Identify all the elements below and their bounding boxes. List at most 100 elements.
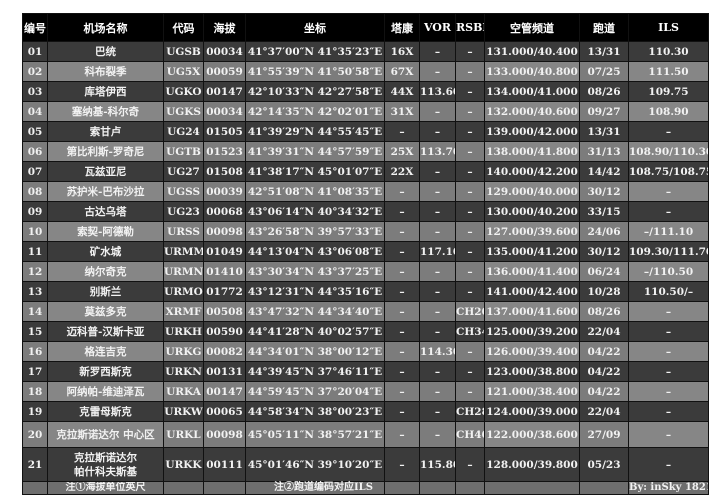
- cell-vor: –: [419, 41, 456, 62]
- cell-ils: 109.75: [628, 81, 709, 102]
- cell-icao-code: UGTB: [163, 141, 204, 162]
- cell-rsbn: –: [455, 221, 485, 242]
- header-atc-frequency: 空管频道: [484, 13, 580, 42]
- cell-rsbn: CH20: [455, 301, 485, 322]
- footer-row: 注①海拔单位英尺 注②跑道编码对应ILS By: inSky 1821: [22, 481, 709, 495]
- cell-tacan: –: [384, 321, 420, 342]
- cell-altitude: 00059: [203, 61, 246, 82]
- cell-icao-code: UGSB: [163, 41, 204, 62]
- cell-rsbn: –: [455, 121, 485, 142]
- cell-rsbn: –: [455, 241, 485, 262]
- cell-ils: –: [628, 201, 709, 222]
- cell-id: 11: [22, 241, 48, 262]
- cell-atc-frequency: 138.000/41.800: [484, 141, 580, 162]
- cell-airport-name: 古达乌塔: [47, 201, 164, 222]
- cell-coordinates: 43°06′14″N 40°34′32″E: [245, 201, 385, 222]
- cell-runway: 13/31: [579, 41, 629, 62]
- table-row: 07 瓦兹亚尼 UG27 01508 41°38′17″N 45°01′07″E 22X –…: [22, 161, 709, 182]
- cell-ils: 108.90/110.30: [628, 141, 709, 162]
- cell-ils: –: [628, 181, 709, 202]
- cell-tacan: –: [384, 261, 420, 282]
- cell-icao-code: UG24: [163, 121, 204, 142]
- header-coordinates: 坐标: [245, 13, 385, 42]
- cell-airport-name: 索契-阿德勒: [47, 221, 164, 242]
- cell-altitude: 00111: [203, 447, 246, 482]
- cell-altitude: 01772: [203, 281, 246, 302]
- header-altitude: 海拔: [203, 13, 246, 42]
- cell-id: 18: [22, 381, 48, 402]
- cell-tacan: 67X: [384, 61, 420, 82]
- cell-rsbn: –: [455, 101, 485, 122]
- header-id: 编号: [22, 13, 48, 42]
- cell-airport-name: 库塔伊西: [47, 81, 164, 102]
- cell-icao-code: UGKS: [163, 101, 204, 122]
- cell-vor: 113.70: [419, 141, 456, 162]
- cell-icao-code: URMM: [163, 241, 204, 262]
- cell-id: 12: [22, 261, 48, 282]
- cell-id: 20: [22, 421, 48, 448]
- cell-rsbn: –: [455, 201, 485, 222]
- cell-altitude: 00147: [203, 381, 246, 402]
- cell-vor: 117.10: [419, 241, 456, 262]
- cell-tacan: 16X: [384, 41, 420, 62]
- cell-atc-frequency: 140.000/42.200: [484, 161, 580, 182]
- cell-icao-code: URKN: [163, 361, 204, 382]
- cell-atc-frequency: 131.000/40.400: [484, 41, 580, 62]
- cell-ils: –: [628, 321, 709, 342]
- cell-airport-name: 瓦兹亚尼: [47, 161, 164, 182]
- cell-vor: –: [419, 181, 456, 202]
- cell-runway: 08/26: [579, 301, 629, 322]
- cell-tacan: –: [384, 281, 420, 302]
- cell-tacan: –: [384, 401, 420, 422]
- cell-atc-frequency: 126.000/39.400: [484, 341, 580, 362]
- cell-vor: –: [419, 401, 456, 422]
- cell-vor: –: [419, 101, 456, 122]
- cell-rsbn: –: [455, 181, 485, 202]
- cell-tacan: –: [384, 341, 420, 362]
- cell-tacan: –: [384, 421, 420, 448]
- cell-tacan: 22X: [384, 161, 420, 182]
- cell-atc-frequency: 139.000/42.000: [484, 121, 580, 142]
- cell-id: 03: [22, 81, 48, 102]
- table-row: 12 纳尔奇克 URMN 01410 43°30′34″N 43°37′25″E – – –1…: [22, 261, 709, 282]
- cell-rsbn: CH40: [455, 421, 485, 448]
- cell-coordinates: 43°26′58″N 39°57′33″E: [245, 221, 385, 242]
- cell-rsbn: –: [455, 161, 485, 182]
- cell-rsbn: –: [455, 381, 485, 402]
- cell-vor: –: [419, 121, 456, 142]
- cell-ils: 109.30/111.70: [628, 241, 709, 262]
- cell-id: 16: [22, 341, 48, 362]
- cell-runway: 04/22: [579, 341, 629, 362]
- cell-tacan: –: [384, 201, 420, 222]
- cell-airport-name: 新罗西斯克: [47, 361, 164, 382]
- cell-altitude: 01410: [203, 261, 246, 282]
- table-row: 09 古达乌塔 UG23 00068 43°06′14″N 40°34′32″E – – –1…: [22, 201, 709, 222]
- cell-runway: 10/28: [579, 281, 629, 302]
- cell-altitude: 00034: [203, 101, 246, 122]
- cell-runway: 07/25: [579, 61, 629, 82]
- cell-icao-code: URMO: [163, 281, 204, 302]
- cell-vor: –: [419, 61, 456, 82]
- cell-id: 21: [22, 447, 48, 482]
- footnote-runway: 注②跑道编码对应ILS: [245, 481, 385, 495]
- cell-coordinates: 41°39′31″N 44°57′59″E: [245, 141, 385, 162]
- cell-runway: 22/04: [579, 401, 629, 422]
- cell-airport-name: 纳尔奇克: [47, 261, 164, 282]
- cell-atc-frequency: 121.000/38.400: [484, 381, 580, 402]
- header-vor: VOR: [419, 13, 456, 42]
- header-runway: 跑道: [579, 13, 629, 42]
- header-rsbn: RSBN: [455, 13, 485, 42]
- cell-coordinates: 44°58′34″N 38°00′23″E: [245, 401, 385, 422]
- cell-icao-code: URKW: [163, 401, 204, 422]
- header-airport-name: 机场名称: [47, 13, 164, 42]
- cell-ils: 110.30: [628, 41, 709, 62]
- cell-altitude: 00590: [203, 321, 246, 342]
- cell-airport-name: 克拉斯诺达尔 帕什科夫斯基: [47, 447, 164, 482]
- cell-atc-frequency: 130.000/40.200: [484, 201, 580, 222]
- table-row: 17 新罗西斯克 URKN 00131 44°39′45″N 37°46′11″E – – –…: [22, 361, 709, 382]
- cell-icao-code: UG5X: [163, 61, 204, 82]
- cell-id: 07: [22, 161, 48, 182]
- cell-rsbn: –: [455, 81, 485, 102]
- cell-atc-frequency: 128.000/39.800: [484, 447, 580, 482]
- header-tacan: 塔康: [384, 13, 420, 42]
